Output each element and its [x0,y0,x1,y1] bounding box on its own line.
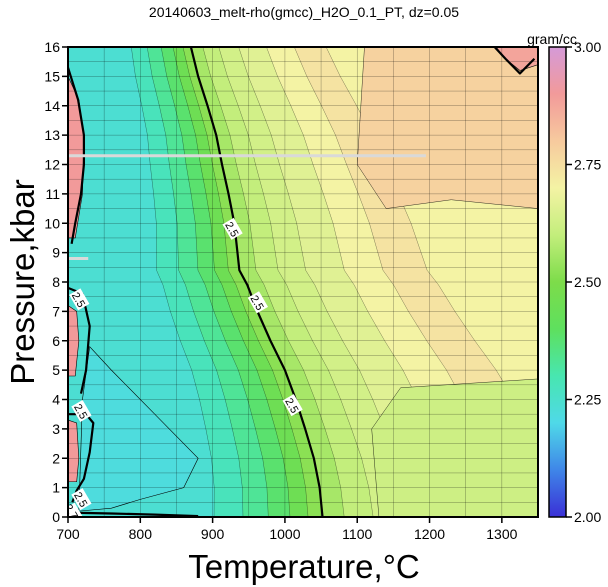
contour-label-background [247,291,269,314]
y-tick-label: 1 [52,480,60,496]
y-tick-label: 4 [52,392,60,408]
y-tick-label: 14 [44,98,60,114]
colorbar-ticks: 2.00 2.25 2.50 2.75 3.00 [566,39,601,525]
y-tick-label: 2 [52,450,60,466]
y-axis-title: Pressure,kbar [4,179,41,384]
x-axis-title: Temperature,°C [188,548,419,585]
density-band [357,47,538,209]
x-tick-label: 800 [129,526,153,542]
x-tick-label: 1000 [269,526,300,542]
colorbar-tick-label: 3.00 [574,39,601,55]
y-tick-label: 16 [44,39,60,55]
contour-line [189,47,324,517]
contour-line [493,47,536,75]
chart-title: 20140603_melt-rho(gmcc)_H2O_0.1_PT, dz=0… [149,4,459,20]
colorbar-tick-label: 2.50 [574,274,601,290]
x-tick-label: 1300 [486,526,517,542]
y-tick-label: 5 [52,362,60,378]
gap-lines [68,154,426,260]
contour-label-background [71,488,92,511]
contour-labels: 2.52.52.52.52.52.52.75 [68,217,303,517]
density-region [68,419,80,483]
x-tick-label: 900 [201,526,225,542]
colorbar-gradient [548,46,567,518]
colorbar-tick-label: 2.75 [574,157,601,173]
y-tick-label: 13 [44,127,60,143]
x-tick-label: 1100 [342,526,372,542]
colorbar-unit: gram/cc [527,31,577,47]
colorbar-tick-label: 2.25 [574,392,601,408]
x-axis-ticks: 700 800 900 1000 1100 1200 1300 [56,517,518,542]
y-tick-label: 11 [45,186,60,202]
contour-label-background [69,288,90,311]
x-tick-label: 700 [56,526,80,542]
contour-line [68,511,199,517]
colorbar: gram/cc 2.00 2.25 2.50 2.75 3.00 [527,31,601,525]
y-tick-label: 3 [52,421,60,437]
plot-area: 2.52.52.52.52.52.52.75 [68,47,538,517]
x-tick-label: 1200 [414,526,445,542]
contour-label-background [71,399,92,423]
y-tick-label: 6 [52,333,60,349]
y-tick-label: 7 [52,303,60,319]
y-tick-label: 10 [44,215,60,231]
y-tick-label: 15 [44,68,60,84]
y-tick-label: 12 [44,157,60,173]
y-tick-label: 0 [52,509,60,525]
y-tick-label: 8 [52,274,60,290]
y-tick-label: 9 [52,245,60,261]
colorbar-tick-label: 2.00 [574,509,601,525]
contour-label-background [282,394,303,417]
grid-lines [68,47,538,517]
contour-label-background [222,217,243,240]
contour-line [68,67,86,245]
